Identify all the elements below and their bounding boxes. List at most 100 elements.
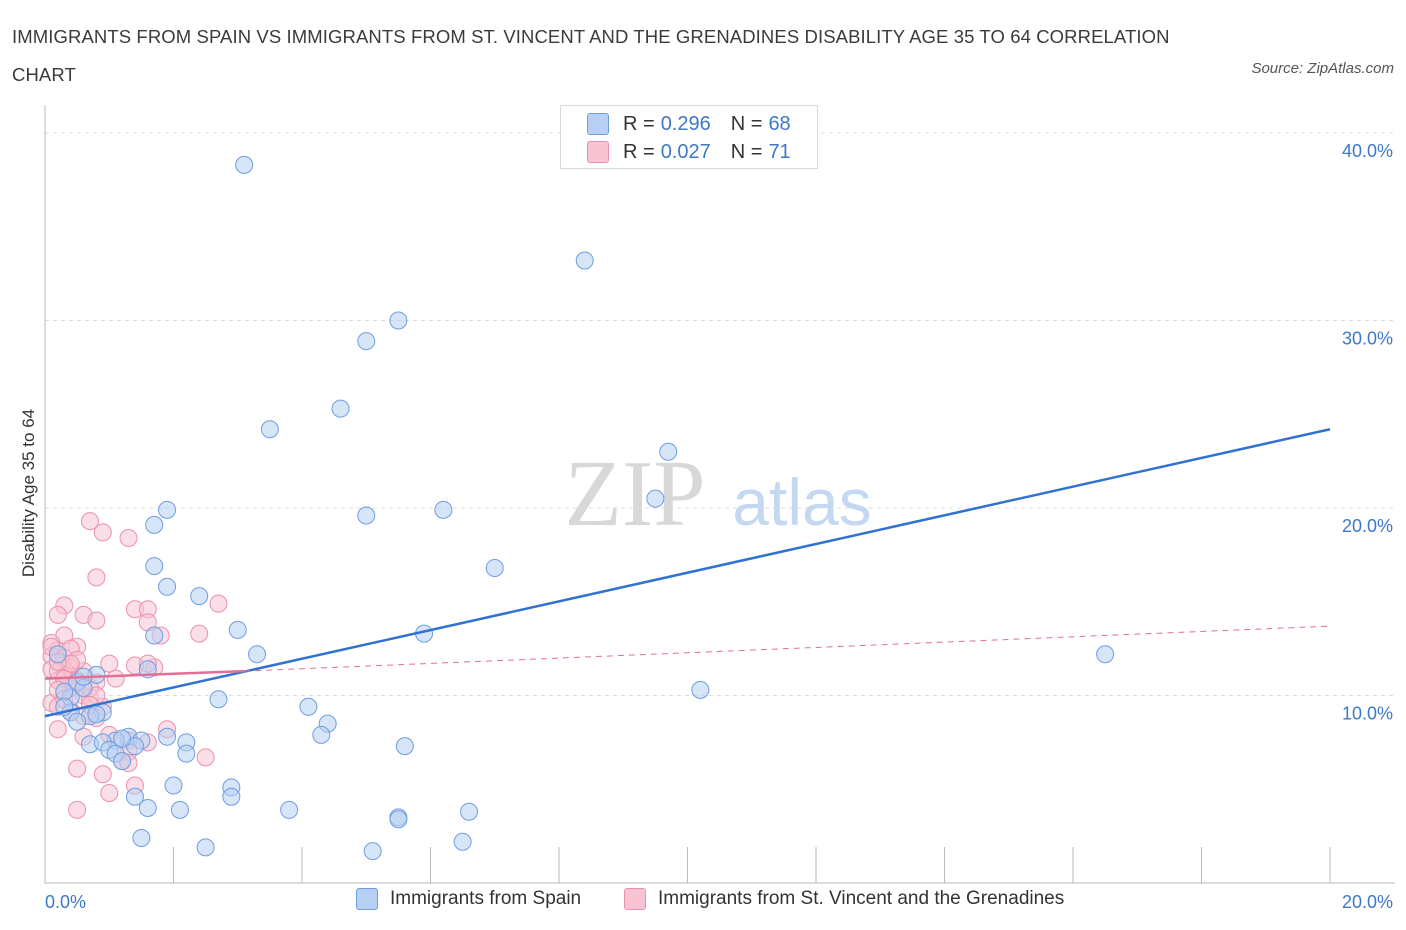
y-tick-label: 40.0% bbox=[1342, 141, 1393, 161]
legend-r-label: R = bbox=[623, 112, 655, 135]
tick-labels: 10.0% 20.0% 30.0% 40.0% 0.0% 20.0% bbox=[45, 141, 1393, 912]
watermark-atlas: atlas bbox=[732, 465, 871, 539]
x-tick-label: 0.0% bbox=[45, 892, 86, 912]
spain-point bbox=[453, 832, 472, 851]
spain-point bbox=[68, 712, 87, 731]
legend-row-st-vincent: R = 0.027 N = 71 bbox=[587, 139, 797, 165]
axes bbox=[44, 105, 1395, 884]
st-vincent-point bbox=[190, 624, 209, 643]
spain-point bbox=[190, 587, 209, 606]
legend-r-value-spain: 0.296 bbox=[660, 112, 711, 135]
spain-point bbox=[113, 729, 132, 748]
trendlines bbox=[44, 428, 1331, 718]
spain-point bbox=[177, 744, 196, 763]
spain-point bbox=[158, 577, 177, 596]
watermark-zip: ZIP bbox=[565, 442, 706, 546]
spain-point bbox=[395, 737, 414, 756]
legend-n-label: N = bbox=[730, 112, 763, 135]
spain-point bbox=[312, 725, 331, 744]
spain-point bbox=[575, 251, 594, 270]
legend-r-label: R = bbox=[623, 140, 655, 163]
series-spain-points bbox=[48, 155, 1115, 861]
y-axis-label: Disability Age 35 to 64 bbox=[19, 409, 38, 577]
spain-point bbox=[145, 515, 164, 534]
spain-point bbox=[132, 829, 151, 847]
st-vincent-point bbox=[100, 784, 119, 802]
legend-swatch-spain bbox=[587, 113, 609, 135]
spain-point bbox=[145, 557, 164, 576]
x-tick-label: 20.0% bbox=[1342, 892, 1393, 912]
spain-point bbox=[357, 332, 376, 351]
legend-label-spain: Immigrants from Spain bbox=[390, 888, 582, 909]
legend-swatch-spain bbox=[356, 888, 378, 910]
st-vincent-point bbox=[196, 748, 215, 767]
st-vincent-trendline bbox=[244, 625, 1331, 672]
st-vincent-point bbox=[93, 523, 112, 542]
legend-n-label: N = bbox=[730, 140, 763, 163]
correlation-legend: R = 0.296 N = 68 R = 0.027 N = 71 bbox=[560, 105, 818, 169]
legend-item-spain: Immigrants from Spain bbox=[356, 888, 581, 910]
spain-point bbox=[228, 620, 247, 639]
spain-point bbox=[55, 682, 74, 701]
spain-point bbox=[460, 802, 479, 821]
spain-point bbox=[48, 645, 67, 664]
spain-point bbox=[363, 842, 382, 861]
legend-swatch-st-vincent bbox=[587, 141, 609, 163]
spain-point bbox=[389, 311, 408, 330]
st-vincent-point bbox=[80, 512, 99, 531]
legend-swatch-st-vincent bbox=[624, 888, 646, 910]
st-vincent-trendline bbox=[44, 669, 245, 680]
y-tick-label: 10.0% bbox=[1342, 704, 1393, 724]
spain-point bbox=[158, 727, 177, 746]
y-tick-label: 30.0% bbox=[1342, 329, 1393, 349]
spain-point bbox=[235, 155, 254, 174]
st-vincent-point bbox=[68, 759, 87, 778]
zipatlas-watermark: ZIP atlas bbox=[565, 442, 872, 546]
series-legend: Immigrants from Spain Immigrants from St… bbox=[0, 888, 1406, 916]
st-vincent-point bbox=[100, 654, 119, 673]
legend-n-value-st-vincent: 71 bbox=[768, 140, 791, 163]
gridlines bbox=[45, 132, 1395, 696]
spain-point bbox=[125, 787, 144, 806]
spain-point bbox=[691, 680, 710, 699]
st-vincent-point bbox=[209, 594, 228, 613]
legend-n-value-spain: 68 bbox=[768, 112, 791, 135]
spain-point bbox=[138, 799, 157, 817]
spain-point bbox=[260, 420, 279, 439]
spain-point bbox=[164, 776, 183, 795]
st-vincent-point bbox=[48, 605, 67, 624]
spain-point bbox=[145, 626, 164, 645]
spain-point bbox=[158, 500, 177, 519]
spain-trendline bbox=[44, 428, 1331, 718]
st-vincent-point bbox=[119, 529, 138, 547]
spain-point bbox=[434, 500, 453, 519]
st-vincent-point bbox=[87, 611, 106, 630]
st-vincent-point bbox=[106, 669, 125, 688]
st-vincent-point bbox=[48, 720, 67, 739]
spain-point bbox=[222, 787, 241, 806]
spain-point bbox=[646, 489, 665, 508]
spain-point bbox=[389, 810, 408, 829]
legend-r-value-st-vincent: 0.027 bbox=[660, 140, 711, 163]
spain-point bbox=[659, 442, 678, 461]
spain-point bbox=[196, 838, 215, 857]
y-tick-label: 20.0% bbox=[1342, 516, 1393, 536]
spain-point bbox=[299, 697, 318, 716]
legend-label-st-vincent: Immigrants from St. Vincent and the Gren… bbox=[658, 888, 1065, 909]
spain-point bbox=[357, 506, 376, 525]
spain-point bbox=[280, 800, 299, 819]
spain-point bbox=[87, 705, 106, 724]
spain-point bbox=[485, 559, 504, 577]
spain-point bbox=[248, 645, 267, 664]
source-label: Source: ZipAtlas.com bbox=[1251, 60, 1394, 77]
spain-point bbox=[331, 399, 350, 418]
legend-item-st-vincent: Immigrants from St. Vincent and the Gren… bbox=[624, 888, 1064, 910]
series-st-vincent-points bbox=[42, 512, 228, 819]
spain-point bbox=[113, 752, 132, 771]
st-vincent-point bbox=[68, 800, 87, 819]
spain-point bbox=[209, 690, 228, 709]
spain-point bbox=[1096, 645, 1115, 664]
spain-point bbox=[170, 800, 189, 819]
st-vincent-point bbox=[93, 765, 112, 784]
